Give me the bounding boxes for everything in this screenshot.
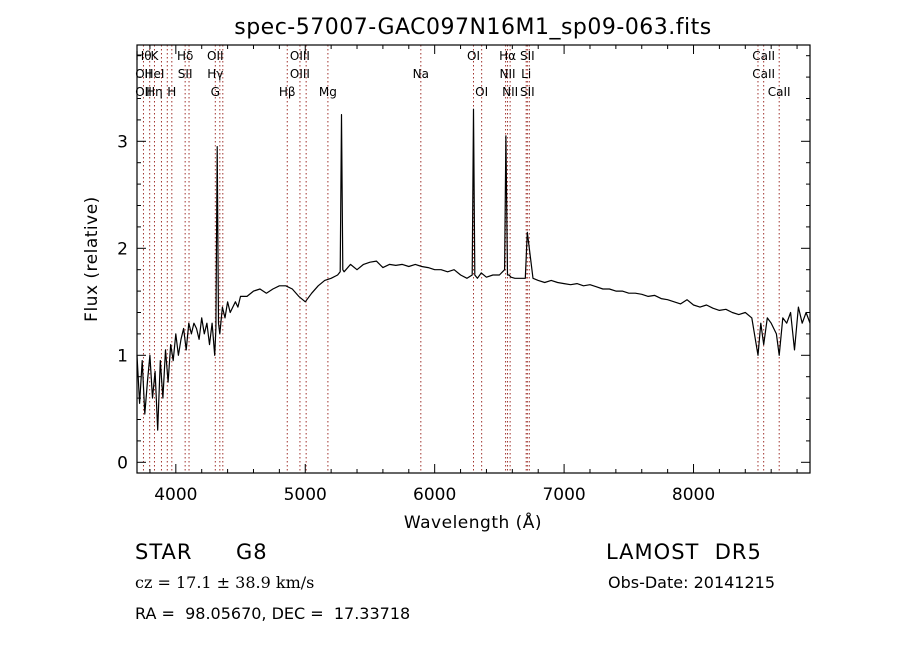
- line-label: Li: [521, 67, 531, 81]
- line-label: Hα: [499, 49, 516, 63]
- line-label: SII: [178, 67, 193, 81]
- line-label: Na: [413, 67, 429, 81]
- x-axis-ticks: 4000 5000 6000 7000 8000: [149, 45, 798, 505]
- object-class: STAR: [135, 540, 193, 564]
- spectrum-line: [136, 108, 811, 431]
- line-label: OII: [135, 85, 152, 99]
- line-label: K: [151, 49, 160, 63]
- y-axis-ticks: 0 1 2 3: [117, 55, 810, 473]
- survey-name: LAMOST DR5: [606, 540, 762, 564]
- line-label: OIII: [290, 67, 310, 81]
- line-label: CaII: [752, 49, 775, 63]
- y-tick-label: 2: [117, 239, 128, 259]
- y-axis-label: Flux (relative): [82, 196, 102, 322]
- line-label: Hγ: [207, 67, 223, 81]
- line-label: SII: [520, 85, 535, 99]
- redshift-velocity: cz = 17.1 ± 38.9 km/s: [135, 573, 315, 592]
- coordinates: RA = 98.05670, DEC = 17.33718: [135, 604, 411, 623]
- line-label: OI: [475, 85, 488, 99]
- x-tick-label: 6000: [413, 485, 456, 505]
- x-tick-label: 4000: [154, 485, 197, 505]
- line-label: CaII: [752, 67, 775, 81]
- line-label: OIII: [290, 49, 310, 63]
- x-tick-label: 5000: [284, 485, 327, 505]
- observation-date: Obs-Date: 20141215: [608, 573, 776, 592]
- line-label: HeI: [144, 67, 164, 81]
- x-tick-label: 8000: [672, 485, 715, 505]
- line-label: H: [167, 85, 176, 99]
- line-label: Hδ: [177, 49, 193, 63]
- line-label: Mg: [319, 85, 337, 99]
- line-label: OI: [467, 49, 480, 63]
- chart-title: spec-57007-GAC097N16M1_sp09-063.fits: [234, 15, 712, 40]
- line-label: OII: [207, 49, 224, 63]
- y-tick-label: 3: [117, 132, 128, 152]
- line-label: Hθ: [135, 49, 151, 63]
- y-tick-label: 1: [117, 346, 128, 366]
- line-label: SII: [520, 49, 535, 63]
- spectral-line-markers: [142, 45, 780, 473]
- line-label: NII: [502, 85, 518, 99]
- line-label: G: [211, 85, 220, 99]
- line-label: Hη: [146, 85, 163, 99]
- line-label: Hβ: [279, 85, 296, 99]
- line-label: CaII: [768, 85, 791, 99]
- plot-frame: [136, 44, 811, 474]
- line-label: NII: [500, 67, 516, 81]
- x-axis-label: Wavelength (Å): [404, 511, 542, 533]
- y-tick-label: 0: [117, 453, 128, 473]
- x-tick-label: 7000: [542, 485, 585, 505]
- object-subclass: G8: [236, 540, 268, 564]
